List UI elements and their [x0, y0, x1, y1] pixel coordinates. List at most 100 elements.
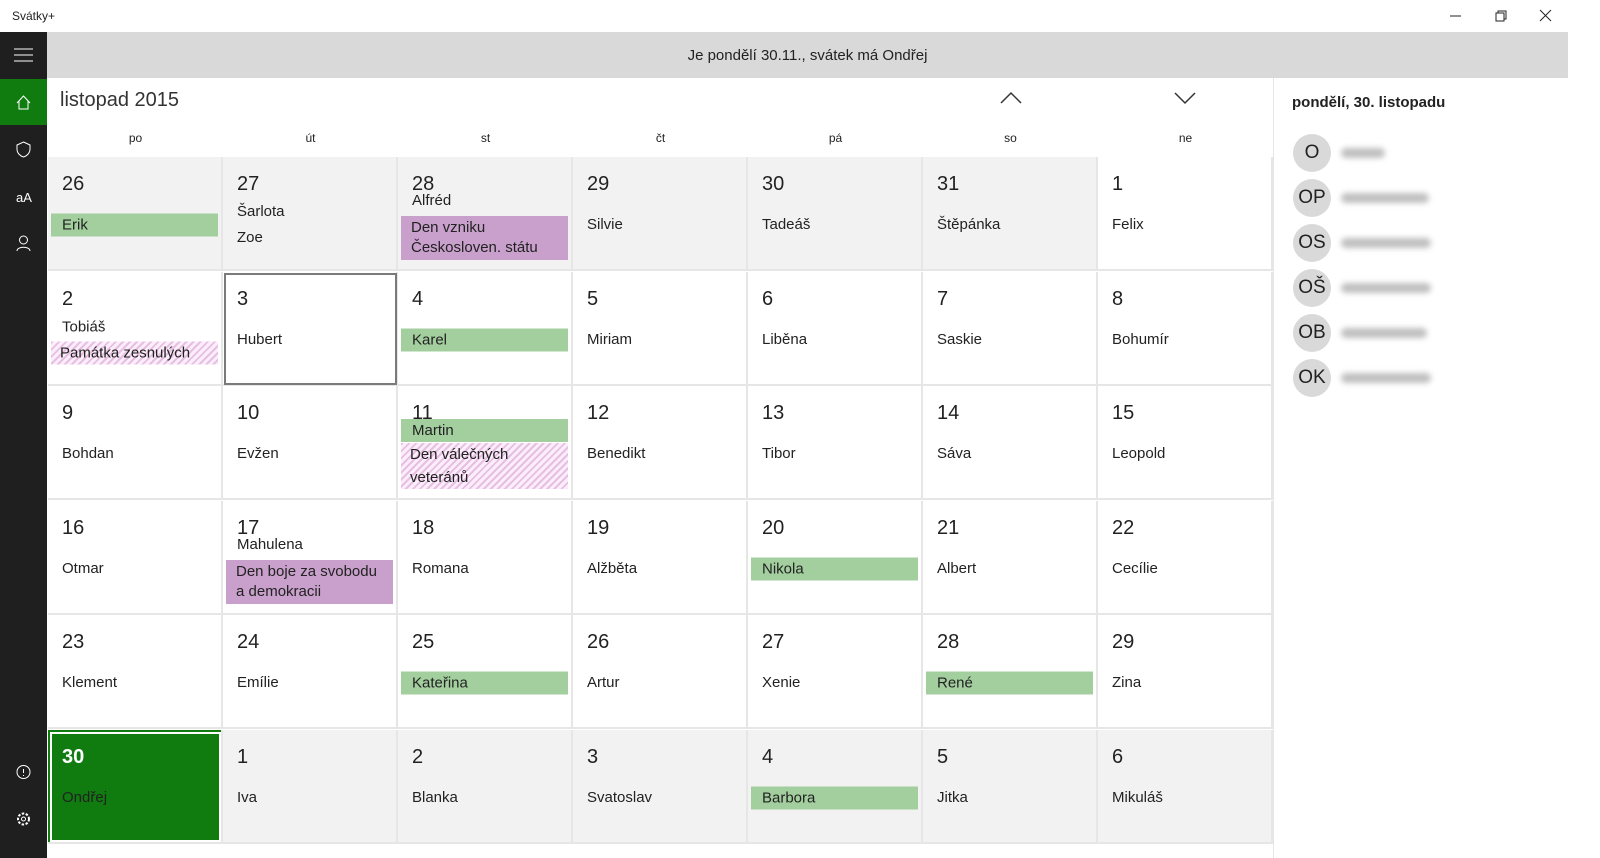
day-cell[interactable]: 29 Silvie [573, 157, 748, 271]
day-cell[interactable]: 26 Erik [48, 157, 223, 271]
detail-pane: pondělí, 30. listopadu O OP OS OŠ OB OK [1273, 78, 1569, 858]
day-items: Jitka [923, 785, 1096, 811]
close-button[interactable] [1522, 0, 1568, 32]
day-cell[interactable]: 26 Artur [573, 615, 748, 729]
holidays-button[interactable] [0, 126, 47, 172]
day-cell[interactable]: 1 Felix [1098, 157, 1273, 271]
day-items: Albert [923, 556, 1096, 582]
day-number: 12 [587, 402, 610, 424]
day-items: Barbora [748, 785, 921, 810]
weekday-label: so [1004, 131, 1017, 145]
day-cell[interactable]: 3 Hubert [223, 271, 398, 386]
previous-month-button[interactable] [996, 86, 1026, 110]
nav-pane: aA [0, 32, 47, 858]
contact-avatar[interactable]: OS [1293, 224, 1331, 262]
day-number: 1 [1112, 173, 1124, 195]
day-cell[interactable]: 8 Bohumír [1098, 271, 1273, 386]
day-number: 18 [412, 516, 435, 539]
minimize-button[interactable] [1432, 0, 1478, 32]
day-items: Tobiáš Památka zesnulých [48, 314, 221, 365]
contacts-button[interactable] [0, 220, 47, 266]
item-plain: Evžen [237, 445, 279, 462]
day-cell[interactable]: 30 Ondřej [48, 729, 223, 844]
day-cell[interactable]: 4 Karel [398, 271, 573, 386]
item-plain: Štěpánka [937, 216, 1001, 233]
day-cell[interactable]: 28 Alfréd Den vzniku Českosloven. státu [398, 157, 573, 271]
status-banner: Je pondělí 30.11., svátek má Ondřej [47, 32, 1568, 78]
menu-button[interactable] [0, 32, 47, 78]
day-cell[interactable]: 22 Cecílie [1098, 500, 1273, 615]
restore-button[interactable] [1477, 0, 1523, 32]
day-items: Štěpánka [923, 212, 1096, 238]
day-cell[interactable]: 27 Šarlota Zoe [223, 157, 398, 271]
about-button[interactable] [0, 749, 47, 795]
day-cell[interactable]: 2 Blanka [398, 729, 573, 844]
day-cell[interactable]: 4 Barbora [748, 729, 923, 844]
settings-button[interactable] [0, 796, 47, 842]
day-cell[interactable]: 2 Tobiáš Památka zesnulých [48, 271, 223, 386]
contact-avatar[interactable]: OP [1293, 179, 1331, 217]
day-cell[interactable]: 12 Benedikt [573, 386, 748, 500]
day-cell[interactable]: 30 Tadeáš [748, 157, 923, 271]
day-cell[interactable]: 13 Tibor [748, 386, 923, 500]
day-items: Kateřina [398, 671, 571, 696]
item-plain: Tobiáš [62, 318, 106, 335]
day-items: Tadeáš [748, 212, 921, 238]
day-cell[interactable]: 20 Nikola [748, 500, 923, 615]
contact-avatar[interactable]: OK [1293, 359, 1331, 397]
day-cell[interactable]: 21 Albert [923, 500, 1098, 615]
day-cell[interactable]: 24 Emílie [223, 615, 398, 729]
day-cell[interactable]: 5 Miriam [573, 271, 748, 386]
item-name: Kateřina [401, 671, 568, 695]
day-number: 1 [237, 745, 249, 768]
item-plain: Svatoslav [587, 788, 653, 806]
day-number: 4 [762, 745, 774, 768]
day-cell[interactable]: 18 Romana [398, 500, 573, 615]
item-plain: Tibor [762, 445, 796, 462]
day-items: Sáva [923, 441, 1096, 467]
item-plain: Silvie [587, 216, 623, 233]
home-button[interactable] [0, 79, 47, 125]
day-items: Alžběta [573, 556, 746, 582]
contact-avatar[interactable]: OŠ [1293, 269, 1331, 307]
day-items: Xenie [748, 670, 921, 696]
day-number: 17 [237, 516, 260, 539]
day-cell[interactable]: 6 Mikuláš [1098, 729, 1273, 844]
day-items: Blanka [398, 785, 571, 811]
next-month-button[interactable] [1170, 86, 1200, 110]
item-memorial: Památka zesnulých [51, 341, 218, 364]
day-number: 8 [1112, 287, 1124, 310]
day-cell[interactable]: 10 Evžen [223, 386, 398, 500]
day-cell[interactable]: 16 Otmar [48, 500, 223, 615]
day-number: 6 [762, 287, 774, 310]
day-cell[interactable]: 23 Klement [48, 615, 223, 729]
day-number: 29 [587, 173, 610, 195]
contact-name-blurred [1341, 193, 1429, 203]
day-cell[interactable]: 7 Saskie [923, 271, 1098, 386]
contact-avatar[interactable]: OB [1293, 314, 1331, 352]
day-cell[interactable]: 25 Kateřina [398, 615, 573, 729]
day-cell[interactable]: 27 Xenie [748, 615, 923, 729]
day-cell[interactable]: 1 Iva [223, 729, 398, 844]
font-button[interactable]: aA [0, 173, 47, 219]
item-memorial: Den válečných veteránů [401, 443, 568, 489]
day-cell[interactable]: 6 Liběna [748, 271, 923, 386]
day-cell[interactable]: 31 Štěpánka [923, 157, 1098, 271]
day-items: Benedikt [573, 441, 746, 467]
day-items: Felix [1098, 212, 1271, 238]
day-cell[interactable]: 17 Mahulena Den boje za svobodu a demokrac… [223, 500, 398, 615]
day-cell[interactable]: 11 Martin Den válečných veteránů [398, 386, 573, 500]
day-cell[interactable]: 28 René [923, 615, 1098, 729]
day-cell[interactable]: 19 Alžběta [573, 500, 748, 615]
item-plain: Bohumír [1112, 330, 1169, 348]
day-cell[interactable]: 29 Zina [1098, 615, 1273, 729]
day-cell[interactable]: 15 Leopold [1098, 386, 1273, 500]
day-items: Klement [48, 670, 221, 696]
contact-avatar[interactable]: O [1293, 134, 1331, 172]
day-cell[interactable]: 14 Sáva [923, 386, 1098, 500]
day-number: 7 [937, 287, 949, 310]
day-cell[interactable]: 9 Bohdan [48, 386, 223, 500]
day-cell[interactable]: 3 Svatoslav [573, 729, 748, 844]
day-cell[interactable]: 5 Jitka [923, 729, 1098, 844]
